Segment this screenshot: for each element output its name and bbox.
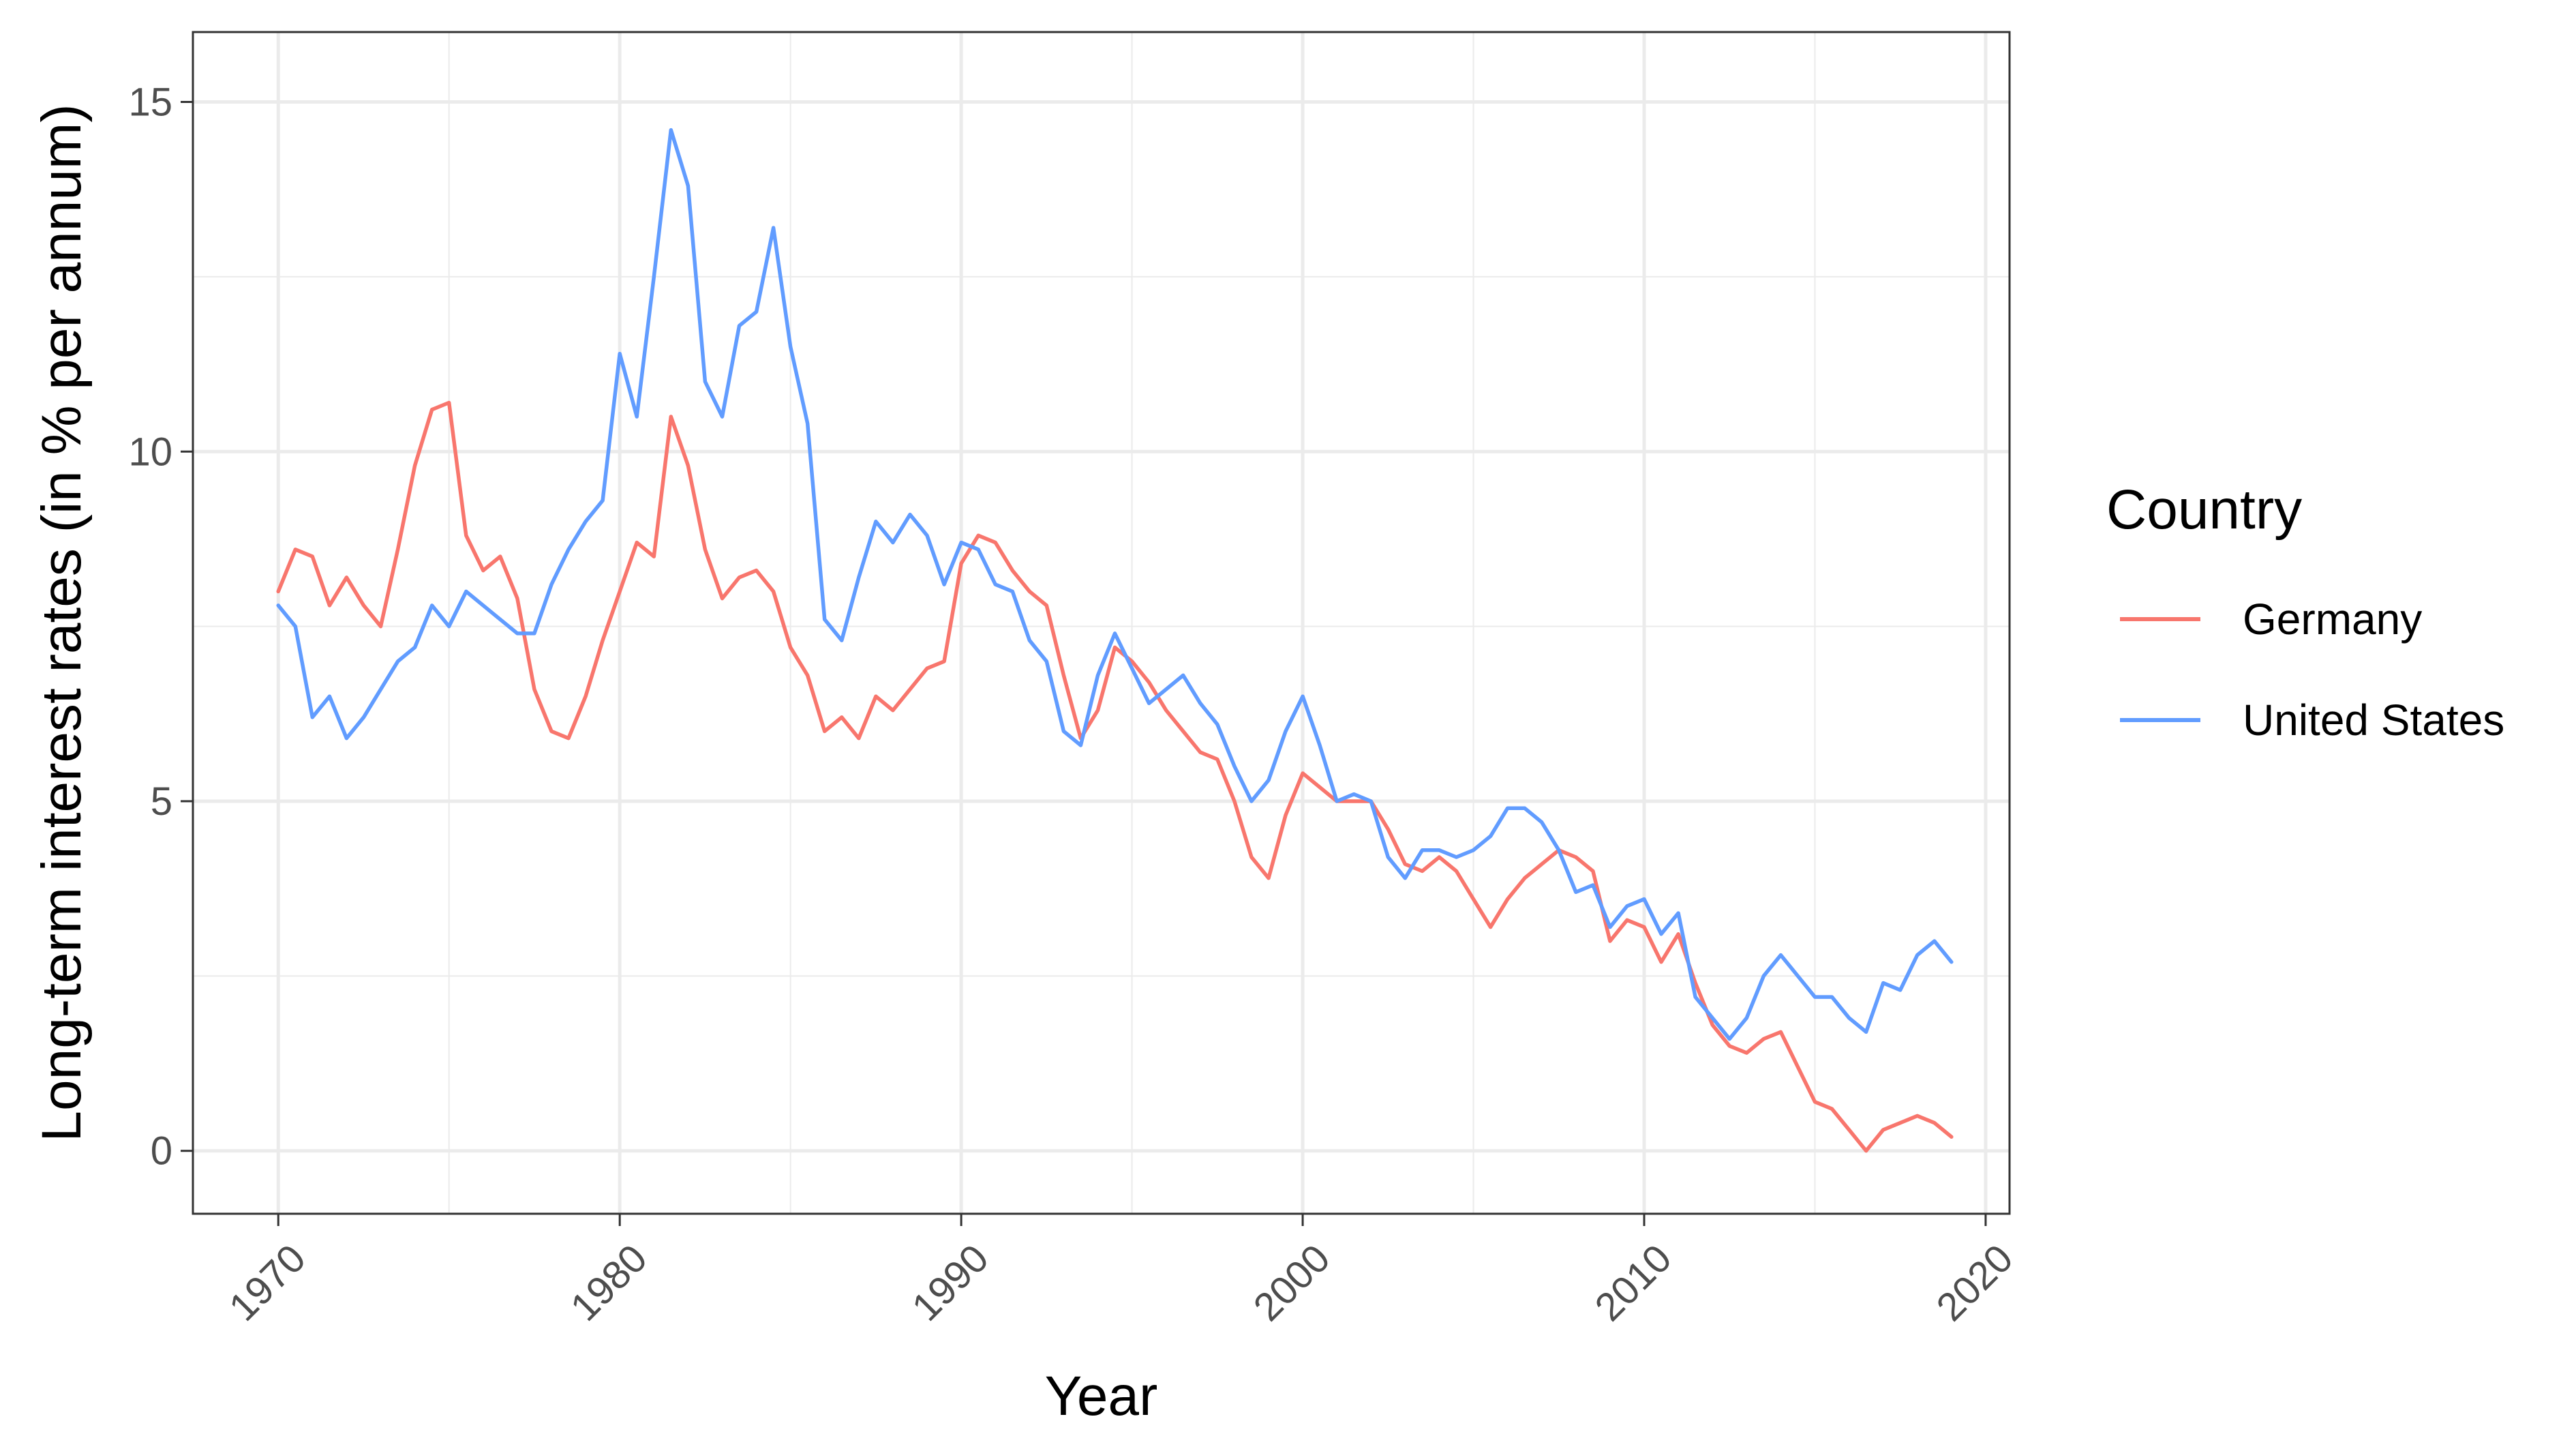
y-tick-label: 15 xyxy=(128,80,172,125)
series-lines xyxy=(276,128,1954,1153)
x-axis-title: Year xyxy=(1045,1365,1158,1427)
legend-items: Germany United States xyxy=(2120,595,2504,745)
y-tick-label: 5 xyxy=(151,779,172,824)
y-tick-label: 10 xyxy=(128,430,172,474)
grid xyxy=(193,32,2010,1214)
series-line-germany xyxy=(276,400,1954,1153)
legend: Country Germany United States xyxy=(2106,479,2504,745)
legend-label: United States xyxy=(2243,696,2504,745)
legend-label: Germany xyxy=(2243,595,2422,644)
y-axis-title: Long-term interest rates (in % per annum… xyxy=(31,104,93,1141)
y-tick-label: 0 xyxy=(151,1129,172,1174)
plot-panel-border xyxy=(192,31,2011,1215)
series-line-united-states xyxy=(276,128,1954,1041)
legend-title: Country xyxy=(2106,479,2302,541)
